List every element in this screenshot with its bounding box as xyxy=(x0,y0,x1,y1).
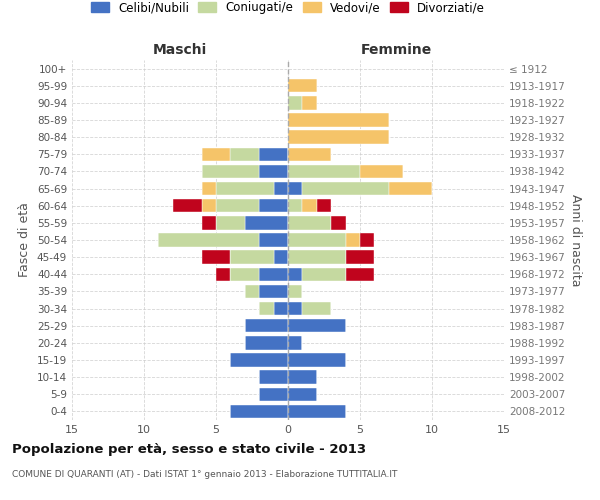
Bar xyxy=(274,182,288,196)
Bar xyxy=(230,250,274,264)
Bar xyxy=(302,182,389,196)
Bar xyxy=(230,268,259,281)
Y-axis label: Fasce di età: Fasce di età xyxy=(19,202,31,278)
Bar xyxy=(259,164,288,178)
Bar xyxy=(259,268,288,281)
Bar xyxy=(288,96,302,110)
Bar xyxy=(230,354,288,366)
Bar xyxy=(389,182,432,196)
Bar xyxy=(245,336,288,349)
Bar xyxy=(288,370,317,384)
Bar xyxy=(216,182,274,196)
Legend: Celibi/Nubili, Coniugati/e, Vedovi/e, Divorziati/e: Celibi/Nubili, Coniugati/e, Vedovi/e, Di… xyxy=(91,1,485,14)
Bar xyxy=(288,199,302,212)
Bar xyxy=(360,164,403,178)
Bar xyxy=(288,250,346,264)
Bar xyxy=(317,199,331,212)
Bar xyxy=(259,302,274,316)
Bar xyxy=(245,216,288,230)
Bar xyxy=(288,164,360,178)
Bar xyxy=(288,319,346,332)
Bar xyxy=(288,79,317,92)
Bar xyxy=(288,216,331,230)
Bar xyxy=(288,148,331,161)
Text: Femmine: Femmine xyxy=(361,42,431,56)
Bar xyxy=(259,148,288,161)
Bar xyxy=(302,199,317,212)
Bar xyxy=(302,302,331,316)
Bar xyxy=(259,284,288,298)
Y-axis label: Anni di nascita: Anni di nascita xyxy=(569,194,582,286)
Bar xyxy=(245,284,259,298)
Bar xyxy=(274,302,288,316)
Bar xyxy=(202,182,216,196)
Bar xyxy=(216,268,230,281)
Bar xyxy=(158,234,259,246)
Bar xyxy=(274,250,288,264)
Bar xyxy=(288,182,302,196)
Bar xyxy=(259,370,288,384)
Bar xyxy=(202,250,230,264)
Bar xyxy=(346,234,360,246)
Bar xyxy=(288,336,302,349)
Text: Popolazione per età, sesso e stato civile - 2013: Popolazione per età, sesso e stato civil… xyxy=(12,442,366,456)
Bar xyxy=(302,96,317,110)
Bar xyxy=(288,130,389,144)
Bar xyxy=(245,319,288,332)
Text: COMUNE DI QUARANTI (AT) - Dati ISTAT 1° gennaio 2013 - Elaborazione TUTTITALIA.I: COMUNE DI QUARANTI (AT) - Dati ISTAT 1° … xyxy=(12,470,397,479)
Bar xyxy=(230,404,288,418)
Bar xyxy=(288,234,346,246)
Bar xyxy=(259,199,288,212)
Bar xyxy=(288,302,302,316)
Bar xyxy=(288,354,346,366)
Bar xyxy=(288,404,346,418)
Bar xyxy=(288,284,302,298)
Text: Maschi: Maschi xyxy=(153,42,207,56)
Bar xyxy=(346,268,374,281)
Bar xyxy=(173,199,202,212)
Bar xyxy=(302,268,346,281)
Bar xyxy=(346,250,374,264)
Bar xyxy=(216,216,245,230)
Bar xyxy=(202,164,259,178)
Bar xyxy=(288,268,302,281)
Bar xyxy=(230,148,259,161)
Bar xyxy=(259,388,288,401)
Bar xyxy=(331,216,346,230)
Bar xyxy=(288,388,317,401)
Bar xyxy=(360,234,374,246)
Bar xyxy=(202,199,216,212)
Bar xyxy=(288,114,389,126)
Bar xyxy=(216,199,259,212)
Bar xyxy=(202,148,230,161)
Bar xyxy=(259,234,288,246)
Bar xyxy=(202,216,216,230)
